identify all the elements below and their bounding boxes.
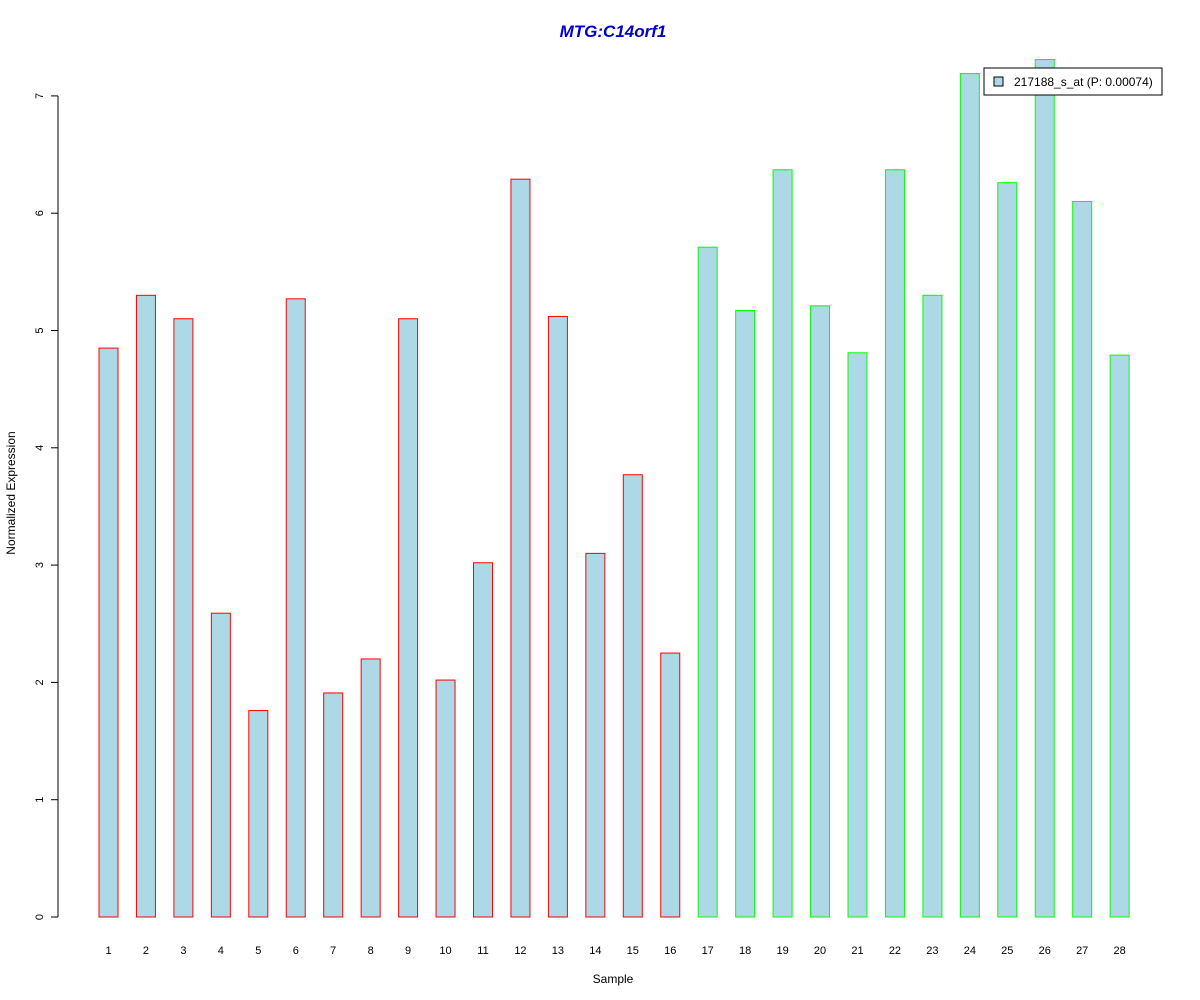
- y-tick-label: 1: [34, 797, 46, 803]
- bar-sample-5: [248, 710, 269, 918]
- x-tick-label: 10: [439, 945, 451, 957]
- x-tick-label: 3: [180, 945, 186, 957]
- x-tick-label: 17: [702, 945, 714, 957]
- x-tick-label: 23: [926, 945, 938, 957]
- bar-sample-21: [847, 352, 868, 918]
- x-tick-label: 16: [664, 945, 676, 957]
- x-tick-label: 11: [477, 945, 488, 957]
- bar-sample-27: [1072, 200, 1093, 918]
- legend-box: [983, 67, 1163, 96]
- x-tick-label: 6: [293, 945, 299, 957]
- bar-sample-22: [884, 169, 905, 918]
- x-tick-label: 18: [739, 945, 751, 957]
- bar-sample-25: [997, 182, 1018, 918]
- x-tick-label: 19: [776, 945, 788, 957]
- x-tick-label: 5: [255, 945, 261, 957]
- bar-sample-6: [285, 298, 306, 918]
- x-tick-label: 27: [1076, 945, 1088, 957]
- y-axis-label: Normalized Expression: [4, 431, 18, 554]
- y-tick-label: 6: [34, 210, 46, 216]
- bar-sample-24: [959, 73, 980, 918]
- y-tick-label: 4: [34, 445, 46, 451]
- y-tick-label: 7: [34, 93, 46, 99]
- bar-sample-7: [323, 692, 344, 918]
- bar-sample-8: [360, 658, 381, 918]
- bar-sample-9: [398, 318, 419, 918]
- x-tick-labels: 1 2 3 4 5 6 7 8 9 10 11 12 13 14 15 16 17 18 19 20 21 22 23 24 2…: [105, 945, 1125, 957]
- x-axis-label: Sample: [593, 972, 634, 986]
- x-tick-label: 25: [1001, 945, 1013, 957]
- x-tick-label: 15: [627, 945, 639, 957]
- legend: 217188_s_at (P: 0.00074): [983, 67, 1163, 96]
- x-tick-label: 21: [851, 945, 863, 957]
- x-tick-label: 22: [889, 945, 901, 957]
- bar-sample-16: [660, 652, 681, 918]
- bar-sample-28: [1109, 354, 1130, 918]
- x-tick-label: 4: [218, 945, 224, 957]
- bar-sample-12: [510, 178, 531, 918]
- x-tick-label: 7: [330, 945, 336, 957]
- legend-entry: 217188_s_at (P: 0.00074): [1014, 75, 1153, 89]
- bar-sample-23: [922, 294, 943, 918]
- legend-swatch: [993, 76, 1004, 87]
- x-tick-label: 24: [964, 945, 976, 957]
- x-tick-label: 9: [405, 945, 411, 957]
- x-tick-label: 12: [514, 945, 526, 957]
- bar-sample-20: [810, 305, 831, 918]
- x-tick-label: 26: [1039, 945, 1051, 957]
- bars-group: [98, 59, 1130, 918]
- bar-sample-14: [585, 552, 606, 918]
- bar-sample-26: [1034, 59, 1055, 918]
- bar-sample-19: [772, 169, 793, 918]
- bar-sample-4: [210, 612, 231, 918]
- x-tick-label: 28: [1114, 945, 1126, 957]
- bar-sample-11: [473, 562, 493, 918]
- bar-sample-15: [622, 474, 643, 918]
- x-tick-label: 2: [143, 945, 149, 957]
- y-axis: 0 1 2 3 4 5 6 7: [34, 93, 59, 920]
- x-tick-label: 8: [368, 945, 374, 957]
- y-tick-label: 5: [34, 327, 46, 333]
- bar-sample-17: [697, 246, 718, 918]
- x-tick-label: 1: [105, 945, 111, 957]
- bar-sample-1: [98, 347, 119, 918]
- y-tick-label: 3: [34, 562, 46, 568]
- x-tick-label: 14: [589, 945, 601, 957]
- x-tick-label: 13: [552, 945, 564, 957]
- x-tick-label: 20: [814, 945, 826, 957]
- bar-sample-3: [173, 318, 194, 918]
- y-tick-label: 0: [34, 914, 46, 920]
- y-tick-label: 2: [34, 679, 46, 685]
- bar-sample-2: [135, 294, 156, 918]
- bar-sample-13: [547, 315, 568, 918]
- chart-title: MTG:C14orf1: [560, 22, 667, 41]
- bar-sample-18: [735, 310, 756, 918]
- bar-sample-10: [435, 679, 456, 918]
